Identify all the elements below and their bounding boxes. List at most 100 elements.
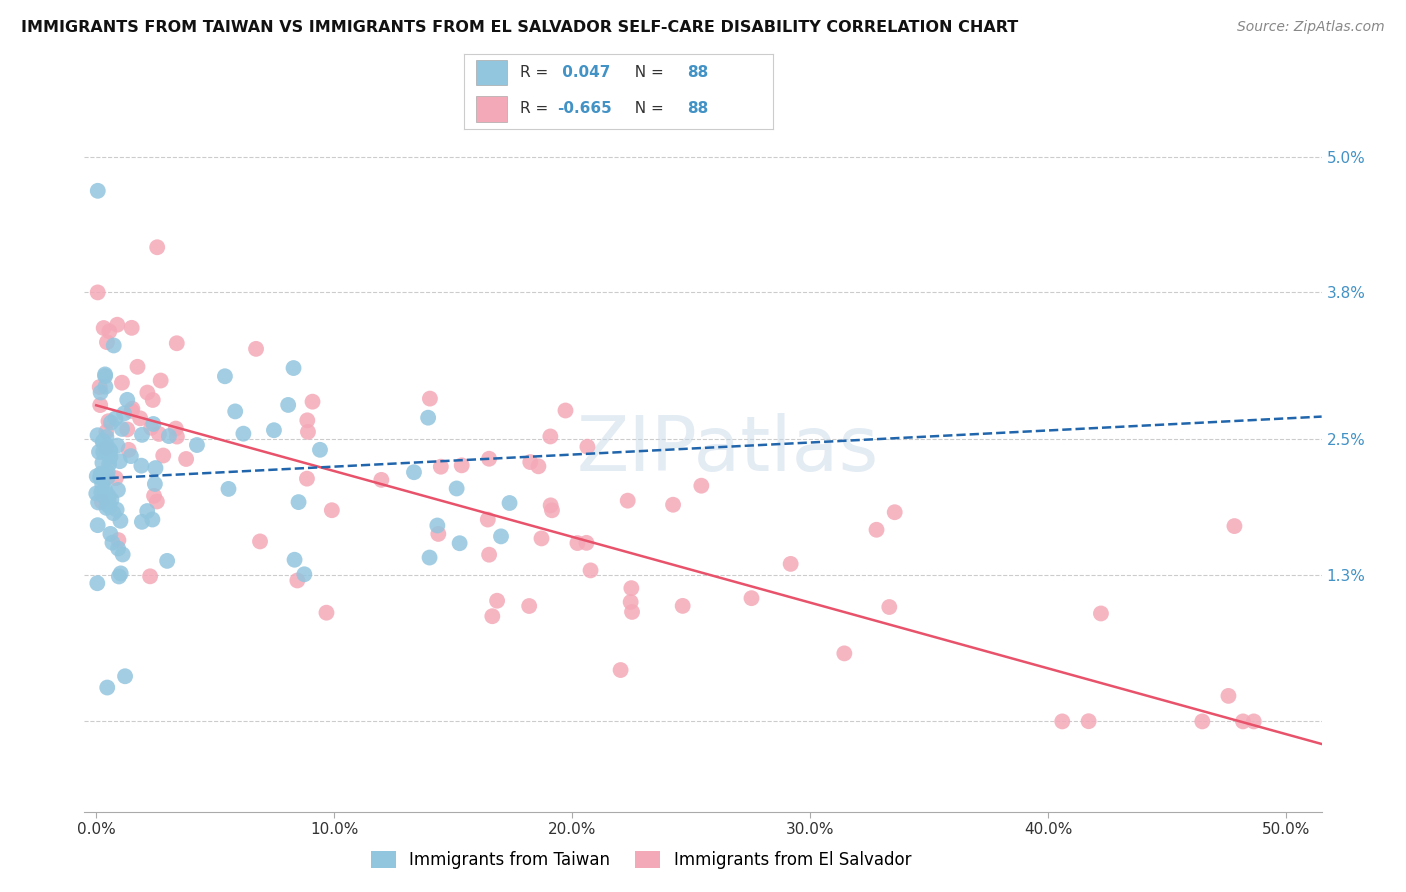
Point: [477, 512, 499, 526]
Point: [218, 482, 240, 496]
Point: [1243, 714, 1265, 729]
Point: [98, 457, 121, 471]
Point: [91, 435, 114, 450]
Point: [111, 422, 134, 436]
Text: 88: 88: [686, 65, 709, 80]
Point: [165, 421, 187, 435]
Point: [94, 483, 117, 497]
Point: [145, 461, 167, 475]
Point: [419, 550, 441, 565]
Point: [283, 361, 305, 376]
Point: [90, 385, 112, 400]
FancyBboxPatch shape: [477, 96, 508, 122]
Point: [93, 490, 115, 504]
Point: [1232, 714, 1254, 729]
Point: [101, 535, 124, 549]
Point: [883, 505, 905, 519]
Point: [519, 455, 541, 469]
Point: [90, 467, 112, 481]
Point: [94, 369, 117, 384]
Point: [87, 184, 110, 198]
Point: [879, 600, 901, 615]
Point: [93, 434, 115, 449]
Point: [486, 593, 509, 607]
Point: [1223, 519, 1246, 533]
Point: [93, 321, 115, 335]
Point: [148, 426, 170, 441]
Point: [98, 442, 121, 457]
Point: [426, 518, 449, 533]
Point: [576, 440, 599, 454]
Point: [517, 599, 540, 613]
Point: [94, 368, 117, 382]
Text: 88: 88: [686, 102, 709, 116]
Point: [690, 479, 713, 493]
Point: [103, 338, 125, 352]
Point: [285, 574, 308, 588]
Point: [427, 527, 450, 541]
Point: [152, 449, 174, 463]
Point: [86, 518, 108, 533]
Point: [114, 669, 136, 683]
Point: [110, 566, 132, 581]
Point: [297, 413, 319, 427]
Point: [245, 342, 267, 356]
Point: [143, 477, 166, 491]
Point: [96, 445, 118, 459]
Point: [84, 486, 107, 500]
Point: [111, 548, 134, 562]
Point: [402, 465, 425, 479]
Point: [104, 411, 127, 425]
Point: [321, 503, 343, 517]
Point: [214, 369, 236, 384]
Point: [107, 533, 129, 548]
Point: [297, 425, 319, 439]
Point: [98, 450, 121, 464]
Point: [96, 430, 118, 444]
Point: [91, 456, 114, 470]
Point: [740, 591, 762, 606]
Point: [86, 428, 108, 442]
Point: [91, 445, 114, 459]
Point: [94, 441, 117, 455]
Point: [129, 411, 152, 425]
Point: [575, 536, 598, 550]
Point: [292, 567, 315, 582]
Point: [121, 404, 143, 418]
Point: [98, 500, 121, 514]
Point: [489, 529, 512, 543]
Point: [141, 421, 163, 435]
Point: [166, 336, 188, 351]
Point: [89, 380, 111, 394]
Point: [481, 609, 503, 624]
Point: [136, 504, 159, 518]
Point: [232, 426, 254, 441]
Point: [100, 527, 122, 541]
Text: -0.665: -0.665: [557, 102, 612, 116]
Point: [96, 425, 118, 439]
Point: [540, 499, 562, 513]
Legend: Immigrants from Taiwan, Immigrants from El Salvador: Immigrants from Taiwan, Immigrants from …: [364, 844, 918, 876]
Point: [498, 496, 520, 510]
Text: Source: ZipAtlas.com: Source: ZipAtlas.com: [1237, 20, 1385, 34]
Point: [430, 459, 453, 474]
Point: [97, 470, 120, 484]
Point: [541, 503, 564, 517]
Point: [97, 414, 120, 428]
Point: [97, 465, 120, 479]
Text: ZIPatlas: ZIPatlas: [576, 414, 879, 487]
Point: [107, 483, 129, 497]
Point: [834, 646, 856, 660]
Point: [111, 376, 134, 390]
Point: [662, 498, 685, 512]
Point: [107, 541, 129, 556]
Point: [104, 471, 127, 485]
Point: [103, 506, 125, 520]
Point: [105, 439, 128, 453]
Point: [139, 569, 162, 583]
Point: [110, 514, 132, 528]
Point: [157, 429, 180, 443]
Point: [156, 554, 179, 568]
Point: [1077, 714, 1099, 729]
Point: [87, 495, 110, 509]
